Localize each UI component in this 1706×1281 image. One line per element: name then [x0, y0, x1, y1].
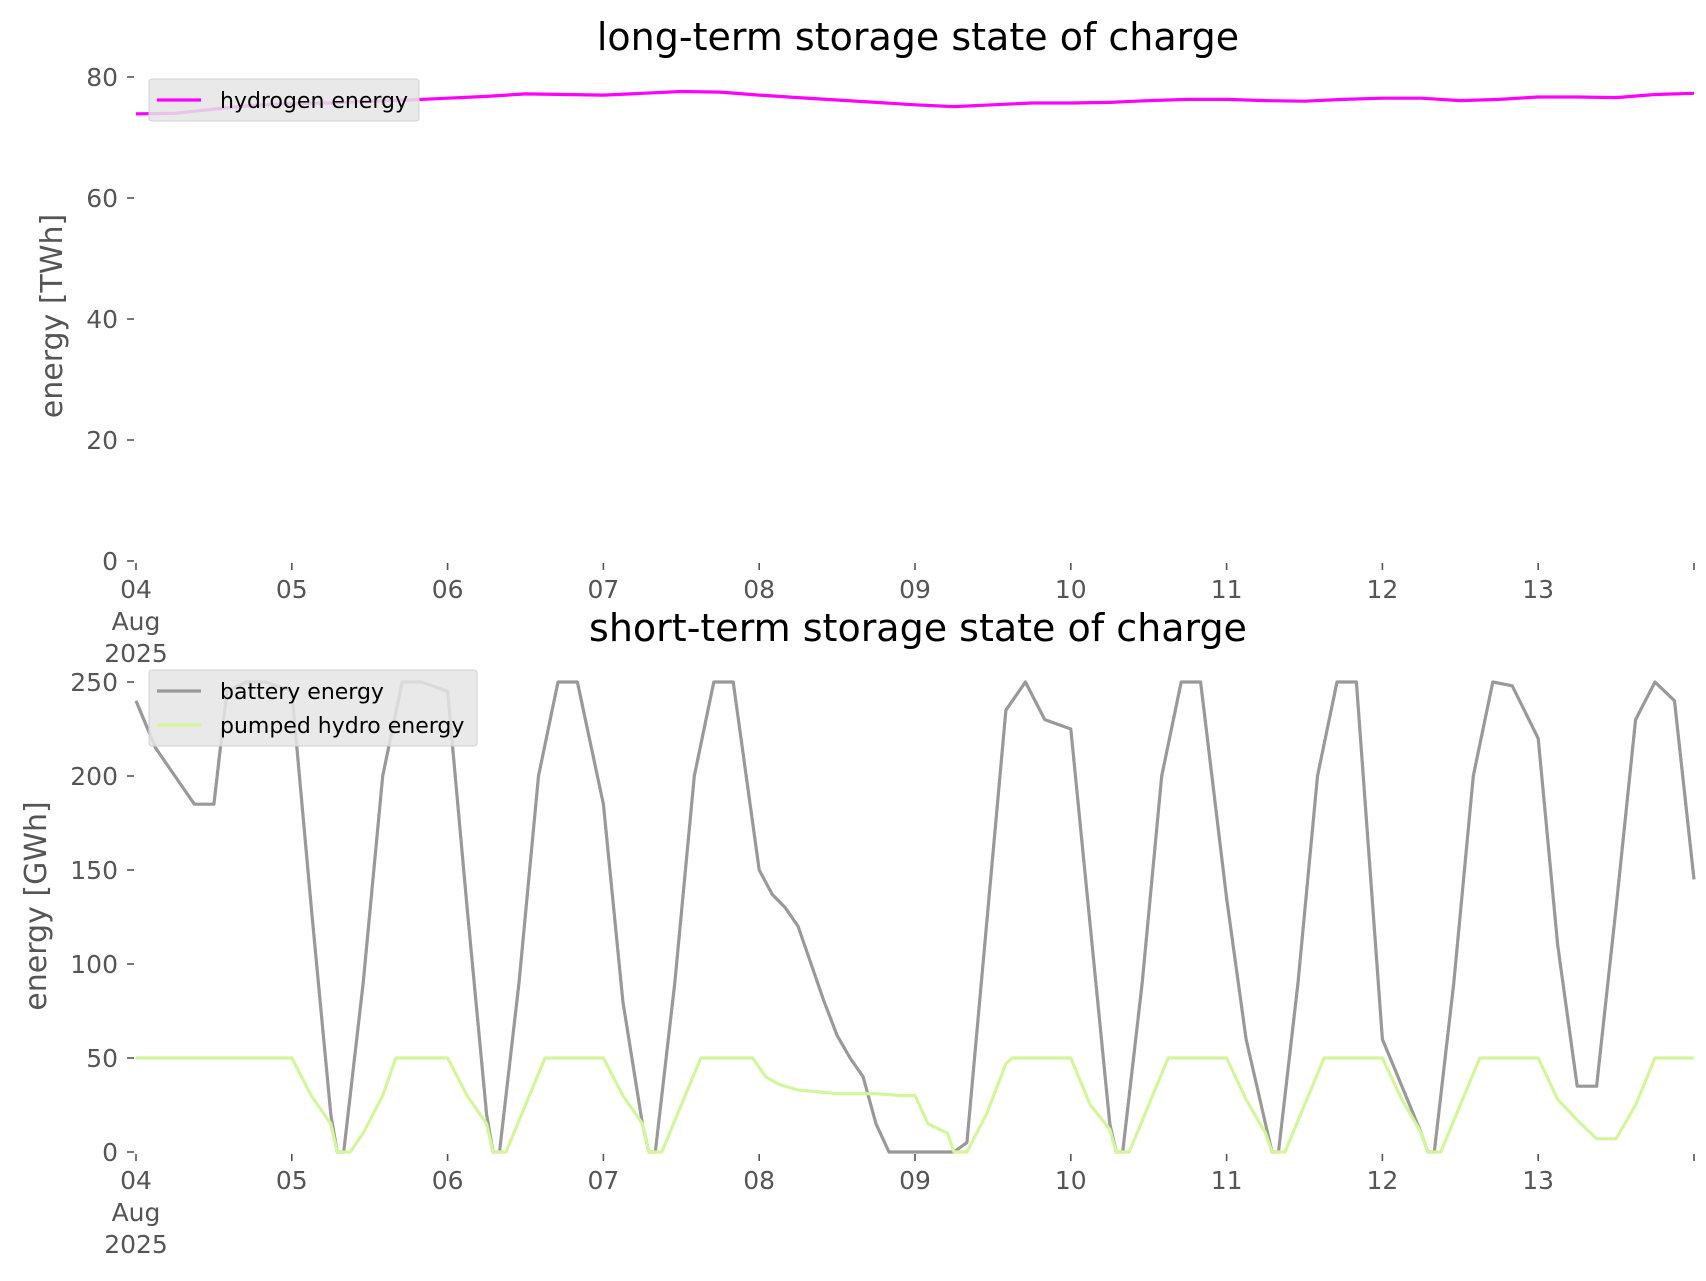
y-tick-label: 50	[86, 1044, 118, 1073]
x-tick-label: 10	[1055, 1166, 1087, 1195]
x-tick-label: 08	[743, 575, 775, 604]
y-axis-label: energy [TWh]	[35, 214, 70, 418]
x-tick-label: 07	[587, 575, 619, 604]
y-axis-label: energy [GWh]	[19, 801, 54, 1010]
x-tick-label: 09	[899, 575, 931, 604]
y-tick-label: 250	[70, 668, 118, 697]
series-line	[136, 1056, 1694, 1154]
y-axis-ticks: 0 50 100 150 200 250	[70, 668, 134, 1167]
x-tick-label: 04	[120, 1166, 152, 1195]
chart-title: long-term storage state of charge	[597, 15, 1239, 59]
legend: battery energy pumped hydro energy	[148, 669, 478, 747]
chart-title: short-term storage state of charge	[589, 606, 1247, 650]
x-tick-label: 10	[1055, 575, 1087, 604]
legend-label: pumped hydro energy	[220, 714, 464, 739]
x-tick-label: 08	[743, 1166, 775, 1195]
legend: hydrogen energy	[148, 78, 420, 122]
x-tick-label: Aug	[112, 607, 161, 636]
y-tick-label: 40	[86, 305, 118, 334]
x-tick-label: Aug	[112, 1198, 161, 1227]
legend-box	[148, 669, 478, 747]
x-tick-label: 11	[1211, 1166, 1243, 1195]
x-tick-label: 13	[1522, 575, 1554, 604]
x-tick-label: 06	[432, 1166, 464, 1195]
x-tick-label: 11	[1211, 575, 1243, 604]
x-tick-label: 05	[276, 575, 308, 604]
y-axis-ticks: 0 20 40 60 80	[86, 63, 134, 576]
x-tick-label: 12	[1366, 1166, 1398, 1195]
legend-box	[148, 78, 420, 122]
y-tick-label: 200	[70, 762, 118, 791]
y-tick-label: 0	[102, 1138, 118, 1167]
long-term-storage-chart: long-term storage state of charge energy…	[35, 15, 1695, 668]
x-tick-label: 05	[276, 1166, 308, 1195]
x-axis-ticks: 04 Aug 2025 05 06 07 08 09 10 11 12 13	[104, 1154, 1695, 1259]
y-tick-label: 0	[102, 547, 118, 576]
x-tick-label: 09	[899, 1166, 931, 1195]
y-tick-label: 100	[70, 950, 118, 979]
plot-area	[134, 680, 1696, 1154]
y-tick-label: 20	[86, 426, 118, 455]
legend-label: hydrogen energy	[220, 89, 408, 114]
y-tick-label: 150	[70, 856, 118, 885]
x-tick-label: 2025	[104, 1230, 168, 1259]
series-line	[134, 680, 1696, 1154]
x-tick-label: 06	[432, 575, 464, 604]
x-tick-label: 04	[120, 575, 152, 604]
legend-label: battery energy	[220, 680, 384, 705]
x-tick-label: 13	[1522, 1166, 1554, 1195]
y-tick-label: 60	[86, 184, 118, 213]
short-term-storage-chart: short-term storage state of charge energ…	[19, 606, 1696, 1259]
y-tick-label: 80	[86, 63, 118, 92]
x-tick-label: 2025	[104, 639, 168, 668]
x-tick-label: 07	[587, 1166, 619, 1195]
x-axis-ticks: 04 Aug 2025 05 06 07 08 09 10 11 12 13	[104, 563, 1695, 668]
x-tick-label: 12	[1366, 575, 1398, 604]
